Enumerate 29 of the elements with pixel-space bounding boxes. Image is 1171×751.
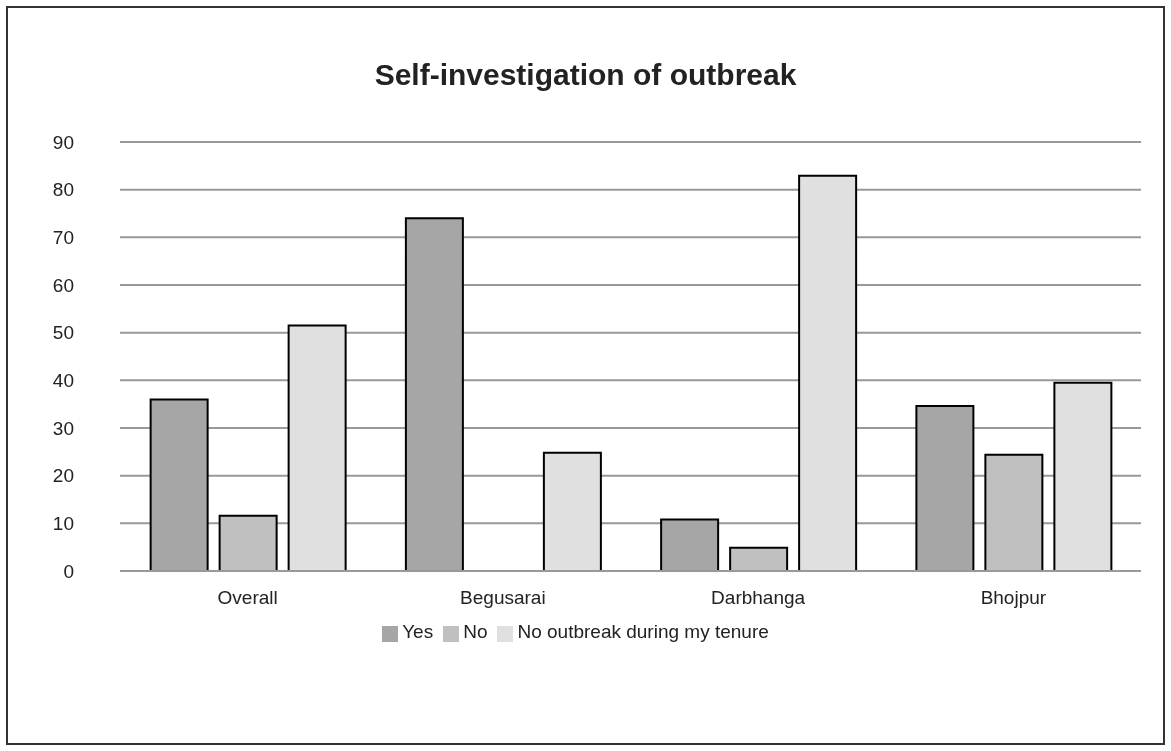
y-tick-label: 10 bbox=[52, 513, 74, 535]
y-tick-label: 30 bbox=[52, 417, 74, 439]
y-tick-label: 90 bbox=[52, 131, 74, 153]
x-tick-label: Begusarai bbox=[460, 587, 546, 609]
legend-label: No bbox=[463, 621, 488, 642]
bar bbox=[218, 514, 278, 571]
y-tick-label: 40 bbox=[52, 370, 74, 392]
x-tick-label: Bhojpur bbox=[980, 587, 1047, 609]
bar bbox=[149, 398, 209, 571]
bar bbox=[287, 324, 347, 571]
legend-label: No outbreak during my tenure bbox=[517, 621, 769, 642]
bar bbox=[660, 518, 720, 571]
bar bbox=[798, 174, 858, 571]
y-tick-label: 50 bbox=[52, 322, 74, 344]
bar bbox=[984, 453, 1044, 571]
bar bbox=[729, 546, 789, 571]
y-tick-label: 80 bbox=[52, 179, 74, 201]
y-tick-label: 70 bbox=[52, 227, 74, 249]
bar bbox=[542, 451, 602, 571]
y-tick-label: 0 bbox=[63, 560, 74, 582]
bar bbox=[915, 405, 975, 571]
y-tick-label: 20 bbox=[52, 465, 74, 487]
x-tick-label: Darbhanga bbox=[711, 587, 806, 609]
bar bbox=[404, 217, 464, 571]
legend-label: Yes bbox=[402, 621, 434, 642]
y-tick-label: 60 bbox=[52, 274, 74, 296]
x-tick-label: Overall bbox=[217, 587, 278, 609]
chart-title: Self-investigation of outbreak bbox=[373, 58, 798, 92]
bar bbox=[1053, 381, 1113, 571]
